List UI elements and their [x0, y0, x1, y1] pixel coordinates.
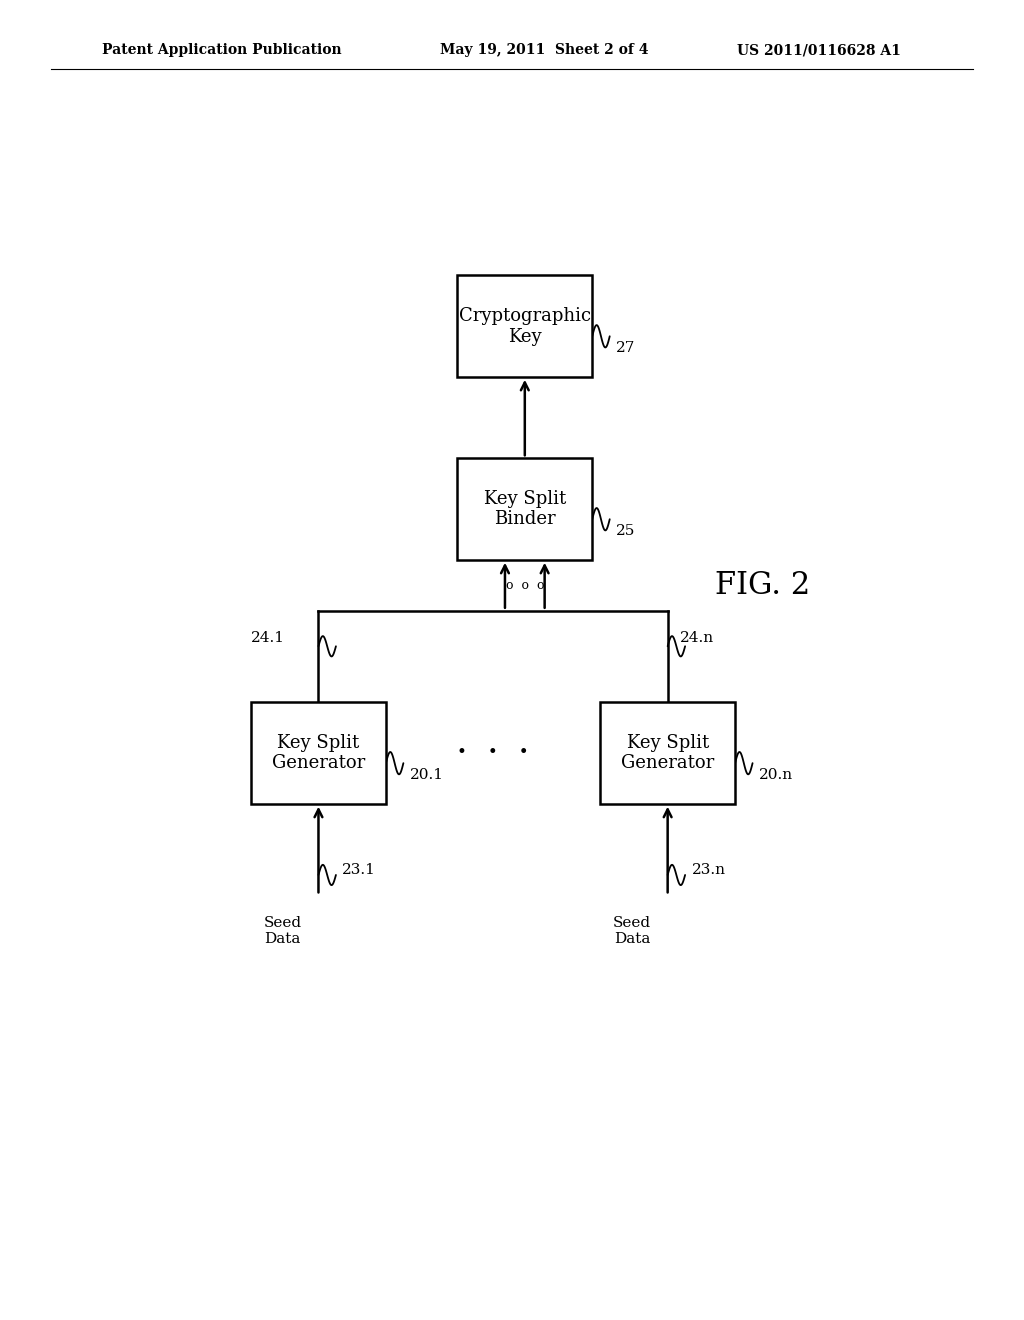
FancyBboxPatch shape [251, 702, 386, 804]
Text: US 2011/0116628 A1: US 2011/0116628 A1 [737, 44, 901, 57]
Text: 25: 25 [616, 524, 636, 539]
Text: Patent Application Publication: Patent Application Publication [102, 44, 342, 57]
Text: May 19, 2011  Sheet 2 of 4: May 19, 2011 Sheet 2 of 4 [440, 44, 649, 57]
Text: Key Split
Binder: Key Split Binder [483, 490, 566, 528]
Text: 23.n: 23.n [691, 863, 725, 876]
Text: 20.n: 20.n [759, 768, 793, 783]
Text: 24.1: 24.1 [251, 631, 285, 645]
Text: o  o  o: o o o [506, 578, 544, 591]
Text: 20.1: 20.1 [410, 768, 443, 783]
Text: Seed
Data: Seed Data [613, 916, 651, 946]
Text: Seed
Data: Seed Data [264, 916, 302, 946]
Text: •    •    •: • • • [458, 744, 528, 762]
Text: Key Split
Generator: Key Split Generator [621, 734, 715, 772]
Text: 24.n: 24.n [680, 631, 714, 645]
Text: Key Split
Generator: Key Split Generator [271, 734, 366, 772]
Text: 23.1: 23.1 [342, 863, 376, 876]
Text: FIG. 2: FIG. 2 [715, 570, 811, 601]
FancyBboxPatch shape [458, 458, 592, 560]
FancyBboxPatch shape [600, 702, 735, 804]
Text: Cryptographic
Key: Cryptographic Key [459, 306, 591, 346]
Text: 27: 27 [616, 342, 636, 355]
FancyBboxPatch shape [458, 276, 592, 378]
